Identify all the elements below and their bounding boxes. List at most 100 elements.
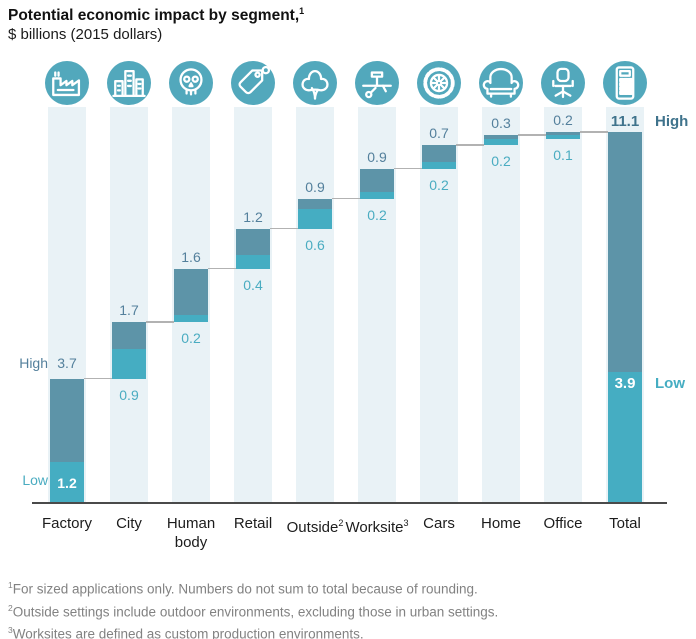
bar-high-segment-home <box>484 135 518 139</box>
value-label-high-factory: 3.7 <box>57 354 77 371</box>
high-annotation-label: High <box>19 354 48 371</box>
footnote-1: 1For sized applications only. Numbers do… <box>8 576 498 599</box>
column-stripe-city <box>110 107 148 502</box>
chart-title-text: Potential economic impact by segment, <box>8 7 300 25</box>
connector-line <box>208 267 236 270</box>
column-stripe-worksite <box>358 107 396 502</box>
footnote-3-superscript: 3 <box>8 625 13 635</box>
footnote-3-text: Worksites are defined as custom producti… <box>12 626 364 639</box>
tools-icon-art <box>362 71 392 99</box>
bar-high-segment-office <box>546 132 580 136</box>
segment-icon-badge-worksite <box>355 61 399 105</box>
bar-high-segment-worksite <box>360 168 394 192</box>
bar-high-segment-factory <box>50 378 84 462</box>
chart-title-superscript: 1 <box>299 6 305 16</box>
value-label-total-low: 3.9 <box>614 375 636 392</box>
bar-low-segment-total <box>608 372 642 502</box>
axis-label-cars: Cars <box>423 515 455 532</box>
price-tag-icon-art <box>238 65 271 95</box>
bar-high-segment-retail <box>236 228 270 256</box>
connector-line <box>270 227 298 230</box>
armchair-icon-art <box>482 67 520 98</box>
axis-label-retail: Retail <box>233 515 273 532</box>
value-label-high-outside: 0.9 <box>305 178 325 195</box>
value-label-low-city: 0.9 <box>119 386 139 403</box>
axis-label-worksite: Worksite3 <box>345 518 409 536</box>
connector-line <box>394 167 422 170</box>
bar-low-segment-human-body <box>174 315 208 322</box>
connector-line <box>332 197 360 200</box>
bar-high-segment-total <box>608 132 642 372</box>
low-annotation-label-right: Low <box>655 375 685 392</box>
axis-label-total: Total <box>609 515 641 532</box>
footnote-2-text: Outside settings include outdoor environ… <box>12 604 499 619</box>
footnote-1-text: For sized applications only. Numbers do … <box>12 581 478 597</box>
low-annotation-label: Low <box>22 472 48 488</box>
connector-line <box>580 131 608 133</box>
column-stripe-office <box>544 107 582 502</box>
column-stripe-outside <box>296 107 334 502</box>
skull-icon-art <box>179 68 203 96</box>
column-stripe-retail <box>234 107 272 502</box>
bar-low-segment-office <box>546 135 580 139</box>
chart-title: Potential economic impact by segment,1 <box>8 6 304 25</box>
calculator-icon-art <box>615 66 635 100</box>
tree-icon-art <box>301 69 329 100</box>
tire-icon-art <box>423 67 455 99</box>
bar-low-segment-city <box>112 348 146 379</box>
segment-icon-badge-factory <box>45 61 89 105</box>
column-stripe-cars <box>420 107 458 502</box>
high-annotation-label-right: High <box>655 113 689 130</box>
value-label-high-human-body: 1.6 <box>181 248 201 265</box>
axis-label-office: Office <box>543 515 583 532</box>
footnote-2: 2Outside settings include outdoor enviro… <box>8 599 498 622</box>
bar-low-segment-worksite <box>360 192 394 199</box>
bar-low-segment-retail <box>236 255 270 269</box>
bar-low-segment-factory <box>50 462 84 502</box>
value-label-high-city: 1.7 <box>119 302 139 318</box>
segment-icon-badge-total <box>603 61 647 105</box>
connector-line <box>518 134 546 136</box>
axis-label-city: City <box>116 515 142 532</box>
value-label-low-retail: 0.4 <box>243 276 263 293</box>
axis-label-outside: Outside2 <box>286 518 344 536</box>
connector-line <box>456 144 484 146</box>
bar-low-segment-cars <box>422 162 456 169</box>
bar-low-segment-outside <box>298 208 332 229</box>
footnotes: 1For sized applications only. Numbers do… <box>8 576 498 639</box>
column-stripe-home <box>482 107 520 502</box>
value-label-low-human-body: 0.2 <box>181 330 201 346</box>
value-label-high-office: 0.2 <box>553 112 573 128</box>
bar-high-segment-outside <box>298 198 332 209</box>
segment-icon-badge-cars <box>417 61 461 105</box>
value-label-low-office: 0.1 <box>553 146 573 163</box>
footnote-2-superscript: 2 <box>8 602 13 613</box>
segment-icon-badge-home <box>479 61 523 105</box>
bar-high-segment-cars <box>422 145 456 162</box>
footnote-1-superscript: 1 <box>8 580 13 590</box>
factory-icon-art <box>52 71 81 97</box>
value-label-high-cars: 0.7 <box>429 125 449 142</box>
city-icon-art <box>112 69 146 97</box>
value-label-total-high: 11.1 <box>610 113 640 130</box>
value-label-low-home: 0.2 <box>491 153 511 170</box>
value-label-low-factory: 1.2 <box>57 475 77 491</box>
x-axis-line <box>32 501 667 504</box>
connector-line <box>84 377 112 380</box>
axis-label-factory: Factory <box>41 515 92 532</box>
segment-icon-badge-outside <box>293 61 337 105</box>
chart-subtitle: $ billions (2015 dollars) <box>8 26 163 43</box>
footnote-3: 3Worksites are defined as custom product… <box>8 621 498 639</box>
value-label-low-worksite: 0.2 <box>367 206 387 223</box>
segment-icon-badge-city <box>107 61 151 105</box>
axis-label-home: Home <box>480 515 521 532</box>
office-chair-icon-art <box>552 67 574 99</box>
connector-line <box>146 321 174 323</box>
segment-icon-badge-retail <box>231 61 275 105</box>
value-label-low-cars: 0.2 <box>429 176 449 193</box>
bar-high-segment-human-body <box>174 268 208 316</box>
value-label-high-retail: 1.2 <box>243 208 263 225</box>
segment-icon-badge-human-body <box>169 61 213 105</box>
bar-high-segment-city <box>112 322 146 349</box>
segment-icon-badge-office <box>541 61 585 105</box>
